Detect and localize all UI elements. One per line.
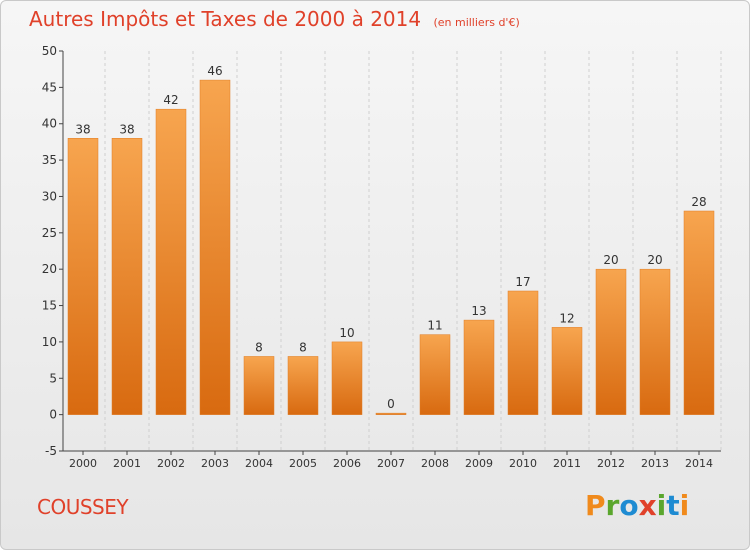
- bar-2005: [287, 356, 319, 415]
- data-labels: 38 38 42 46 8 8 10 0 11 13 17 12 20 20 28: [75, 64, 706, 411]
- y-tick-label: 50: [42, 44, 57, 58]
- y-tick-label: 5: [49, 371, 57, 385]
- x-tick-label: 2004: [245, 457, 273, 470]
- bar-2012: [595, 268, 627, 415]
- bars: [67, 79, 715, 415]
- tick-labels: -5 0 5 10 15 20 25 30 35 40 45 50 2000 2001 2002 2003 20…: [42, 44, 713, 470]
- x-tick-label: 2003: [201, 457, 229, 470]
- bar-2001: [111, 138, 143, 415]
- logo-letter: o: [619, 489, 639, 522]
- data-label: 28: [691, 195, 706, 209]
- x-tick-label: 2012: [597, 457, 625, 470]
- y-tick-label: 10: [42, 335, 57, 349]
- y-tick-label: 35: [42, 153, 57, 167]
- data-label: 8: [255, 340, 263, 354]
- x-tick-label: 2001: [113, 457, 141, 470]
- bar-2004: [243, 356, 275, 415]
- data-label: 12: [559, 311, 574, 325]
- data-label: 8: [299, 340, 307, 354]
- x-tick-label: 2002: [157, 457, 185, 470]
- bar-2010: [507, 290, 539, 415]
- data-label: 38: [75, 122, 90, 136]
- data-label: 20: [647, 253, 662, 267]
- data-label: 0: [387, 397, 395, 411]
- bar-2011: [551, 327, 583, 415]
- data-label: 17: [515, 275, 530, 289]
- bar-2006: [331, 341, 363, 415]
- bar-2008: [419, 334, 451, 415]
- x-tick-label: 2007: [377, 457, 405, 470]
- y-tick-label: 0: [49, 408, 57, 422]
- data-label: 46: [207, 64, 222, 78]
- y-tick-label: 20: [42, 262, 57, 276]
- x-tick-label: 2005: [289, 457, 317, 470]
- bar-2009: [463, 319, 495, 415]
- data-label: 13: [471, 304, 486, 318]
- x-tick-label: 2009: [465, 457, 493, 470]
- bar-2003: [199, 79, 231, 415]
- axes: [59, 50, 721, 455]
- bar-2000: [67, 138, 99, 415]
- y-tick-label: 40: [42, 117, 57, 131]
- bar-2007: [375, 412, 407, 415]
- bar-2014: [683, 210, 715, 415]
- chart-title-text: Autres Impôts et Taxes de 2000 à 2014: [29, 7, 422, 31]
- chart-title: Autres Impôts et Taxes de 2000 à 2014 (e…: [29, 7, 520, 31]
- logo-letter: i: [656, 489, 667, 522]
- logo-letter: x: [638, 489, 657, 522]
- logo-letter: P: [585, 489, 606, 522]
- data-label: 20: [603, 253, 618, 267]
- grid-lines: [104, 51, 722, 451]
- data-label: 11: [427, 319, 442, 333]
- data-label: 38: [119, 122, 134, 136]
- y-tick-label: 15: [42, 299, 57, 313]
- commune-name: COUSSEY: [37, 495, 129, 519]
- x-tick-label: 2013: [641, 457, 669, 470]
- logo-letter: i: [679, 489, 690, 522]
- bar-2002: [155, 108, 187, 415]
- logo-letter: t: [666, 489, 680, 522]
- x-tick-label: 2014: [685, 457, 713, 470]
- bar-2013: [639, 268, 671, 415]
- y-tick-label: 30: [42, 189, 57, 203]
- x-tick-label: 2010: [509, 457, 537, 470]
- y-tick-label: 45: [42, 80, 57, 94]
- data-label: 10: [339, 326, 354, 340]
- x-tick-label: 2008: [421, 457, 449, 470]
- x-tick-label: 2000: [69, 457, 97, 470]
- data-label: 42: [163, 93, 178, 107]
- logo-letter: r: [605, 489, 620, 522]
- x-tick-label: 2011: [553, 457, 581, 470]
- proxiti-logo: Proxiti: [585, 489, 689, 522]
- chart-unit: (en milliers d'€): [433, 16, 520, 29]
- y-tick-label: -5: [45, 444, 57, 458]
- y-tick-label: 25: [42, 226, 57, 240]
- x-tick-label: 2006: [333, 457, 361, 470]
